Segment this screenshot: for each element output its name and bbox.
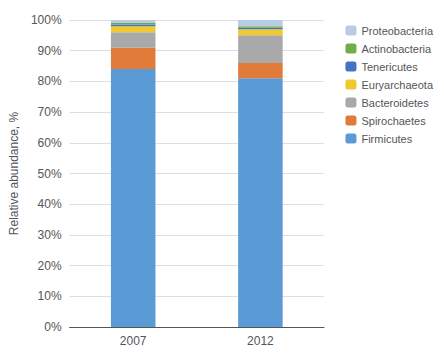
- svg-text:40%: 40%: [38, 197, 62, 211]
- svg-text:2007: 2007: [120, 334, 147, 348]
- svg-text:100%: 100%: [31, 13, 62, 27]
- svg-text:60%: 60%: [38, 136, 62, 150]
- svg-text:Spirochaetes: Spirochaetes: [361, 115, 426, 127]
- svg-text:Proteobacteria: Proteobacteria: [361, 25, 433, 37]
- svg-text:2012: 2012: [247, 334, 274, 348]
- svg-text:80%: 80%: [38, 74, 62, 88]
- svg-text:50%: 50%: [38, 167, 62, 181]
- svg-text:Firmicutes: Firmicutes: [361, 133, 412, 145]
- svg-text:Actinobacteria: Actinobacteria: [361, 43, 432, 55]
- svg-text:Euryarchaeota: Euryarchaeota: [361, 79, 433, 91]
- svg-text:70%: 70%: [38, 105, 62, 119]
- svg-text:Relative abundance, %: Relative abundance, %: [7, 111, 21, 235]
- svg-text:Tenericutes: Tenericutes: [361, 61, 418, 73]
- svg-text:20%: 20%: [38, 259, 62, 273]
- svg-text:30%: 30%: [38, 228, 62, 242]
- svg-text:10%: 10%: [38, 289, 62, 303]
- svg-text:90%: 90%: [38, 44, 62, 58]
- svg-text:0%: 0%: [44, 320, 62, 334]
- svg-text:Bacteroidetes: Bacteroidetes: [361, 97, 429, 109]
